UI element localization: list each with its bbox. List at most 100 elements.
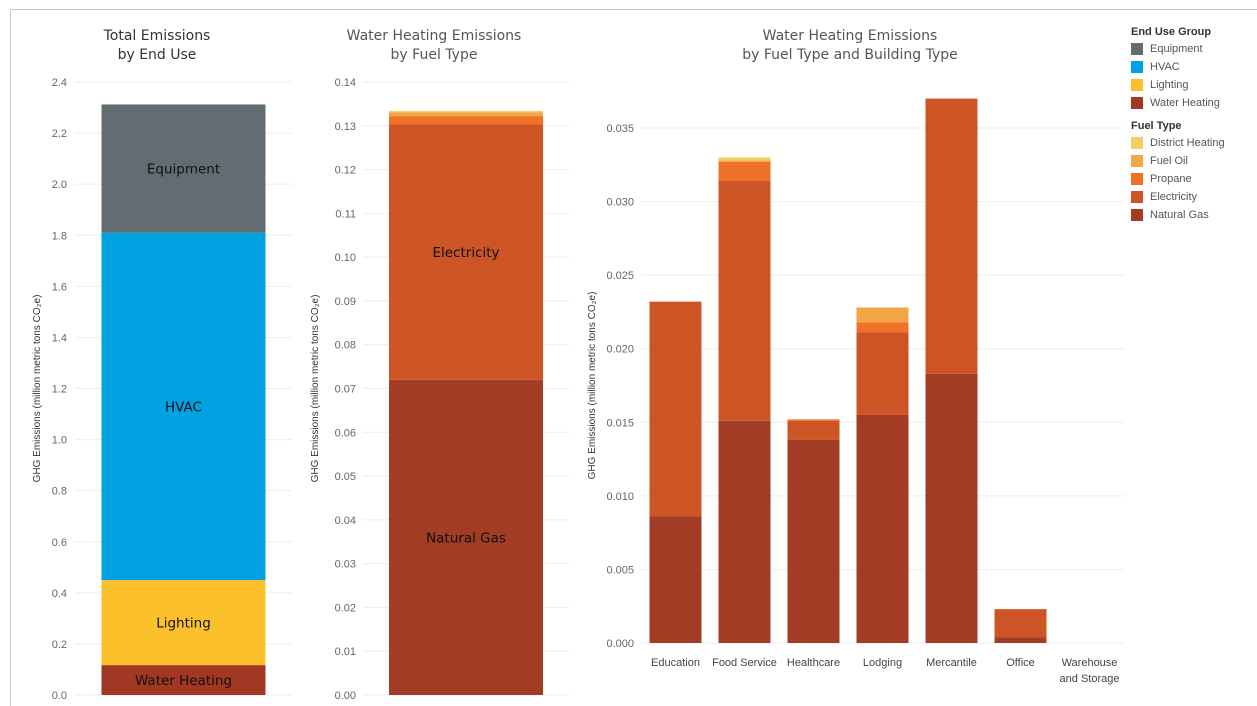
legend-item-natural-gas[interactable]: Natural Gas bbox=[1131, 206, 1253, 224]
y-tick-label: 1.6 bbox=[52, 281, 67, 293]
chart-title: by Fuel Type bbox=[391, 47, 478, 63]
y-tick-label: 0.06 bbox=[335, 427, 356, 439]
bar-segment-electricity bbox=[856, 332, 909, 415]
legend-label: Equipment bbox=[1150, 43, 1203, 55]
legend-label: Lighting bbox=[1150, 79, 1189, 91]
y-tick-label: 1.8 bbox=[52, 230, 67, 242]
x-tick-label: Lodging bbox=[863, 657, 902, 669]
y-tick-label: 0.14 bbox=[335, 77, 356, 89]
bar-segment-fuel-oil bbox=[389, 112, 543, 117]
legend-item-lighting[interactable]: Lighting bbox=[1131, 76, 1253, 94]
bar-segment-electricity bbox=[994, 609, 1047, 638]
y-tick-label: 2.0 bbox=[52, 179, 67, 191]
y-tick-label: 1.0 bbox=[52, 435, 67, 447]
x-tick-label: Mercantile bbox=[926, 657, 977, 669]
y-tick-label: 1.2 bbox=[52, 384, 67, 396]
bar-segment-fuel-oil bbox=[718, 160, 771, 162]
legend-swatch bbox=[1131, 155, 1143, 167]
y-axis-label: GHG Emissions (million metric tons CO₂e) bbox=[32, 295, 43, 483]
legend-label: Electricity bbox=[1150, 191, 1198, 203]
y-tick-label: 0.8 bbox=[52, 486, 67, 498]
bar-segment-district-heating bbox=[718, 157, 771, 161]
legend-swatch bbox=[1131, 137, 1143, 149]
legend-item-propane[interactable]: Propane bbox=[1131, 170, 1253, 188]
y-tick-label: 0.03 bbox=[335, 559, 356, 571]
bar-segment-fuel-oil bbox=[856, 307, 909, 323]
y-tick-label: 0.010 bbox=[606, 491, 634, 503]
x-tick-label: Warehouse bbox=[1062, 657, 1118, 669]
data-label: Lighting bbox=[156, 616, 211, 632]
legend-item-district-heating[interactable]: District Heating bbox=[1131, 134, 1253, 152]
x-tick-label: Healthcare bbox=[787, 657, 840, 669]
legend-swatch bbox=[1131, 209, 1143, 221]
bar-segment-natural-gas bbox=[718, 420, 771, 643]
y-tick-label: 0.08 bbox=[335, 340, 356, 352]
x-tick-label: Food Service bbox=[712, 657, 777, 669]
bar-segment-hvac bbox=[101, 232, 266, 581]
bar-segment-electricity bbox=[389, 124, 543, 380]
y-tick-label: 0.6 bbox=[52, 537, 67, 549]
bar-segment-electricity bbox=[718, 180, 771, 421]
y-axis-label: GHG Emissions (million metric tons CO₂e) bbox=[310, 295, 321, 483]
legend: End Use Group Equipment HVAC Lighting Wa… bbox=[1131, 24, 1253, 224]
bar-segment-propane bbox=[389, 116, 543, 125]
bar-segment-propane bbox=[787, 419, 840, 421]
bar-segment-district-heating bbox=[389, 110, 543, 113]
y-tick-label: 0.020 bbox=[606, 344, 634, 356]
data-label: Natural Gas bbox=[426, 530, 506, 546]
x-tick-label: Office bbox=[1006, 657, 1035, 669]
chart-title: by Fuel Type and Building Type bbox=[742, 47, 958, 63]
legend-title-fuel-type: Fuel Type bbox=[1131, 120, 1182, 132]
y-tick-label: 0.030 bbox=[606, 197, 634, 209]
x-tick-label: and Storage bbox=[1060, 673, 1120, 685]
y-tick-label: 0.11 bbox=[335, 208, 356, 220]
legend-item-equipment[interactable]: Equipment bbox=[1131, 40, 1253, 58]
data-label: Electricity bbox=[432, 245, 499, 261]
bar-segment-natural-gas bbox=[925, 373, 978, 643]
legend-swatch bbox=[1131, 191, 1143, 203]
y-tick-label: 0.00 bbox=[335, 690, 356, 702]
bar-segment-natural-gas bbox=[649, 516, 702, 643]
legend-label: Water Heating bbox=[1150, 97, 1220, 109]
bar-segment-electricity bbox=[925, 98, 978, 374]
legend-title-end-use: End Use Group bbox=[1131, 26, 1212, 38]
y-tick-label: 0.07 bbox=[335, 384, 356, 396]
y-tick-label: 0.2 bbox=[52, 639, 67, 651]
y-tick-label: 0.02 bbox=[335, 602, 356, 614]
chart-2: Water Heating Emissions by Fuel Type 0.00 0… bbox=[310, 28, 569, 702]
bar-segment-water-heating bbox=[101, 665, 266, 695]
legend-item-hvac[interactable]: HVAC bbox=[1131, 58, 1253, 76]
frame-left-border bbox=[10, 9, 11, 706]
y-tick-label: 0.05 bbox=[335, 471, 356, 483]
y-tick-label: 1.4 bbox=[52, 332, 67, 344]
bar-segment-natural-gas bbox=[856, 414, 909, 643]
chart-title: Water Heating Emissions bbox=[347, 28, 522, 44]
y-tick-label: 0.12 bbox=[335, 165, 356, 177]
chart-1: Total Emissions by End Use 0.0 0.2 0.4 0.6 0.8… bbox=[32, 28, 292, 702]
bar-segment-natural-gas bbox=[389, 379, 543, 695]
legend-item-fuel-oil[interactable]: Fuel Oil bbox=[1131, 152, 1253, 170]
legend-label: HVAC bbox=[1150, 61, 1180, 73]
y-tick-label: 0.015 bbox=[606, 417, 634, 429]
y-tick-label: 0.04 bbox=[335, 515, 356, 527]
y-tick-label: 0.13 bbox=[335, 121, 356, 133]
frame-top-border bbox=[10, 9, 1257, 10]
data-label: Equipment bbox=[147, 162, 220, 178]
y-tick-label: 0.000 bbox=[606, 638, 634, 650]
chart-title: Water Heating Emissions bbox=[763, 28, 938, 44]
legend-label: Propane bbox=[1150, 173, 1192, 185]
bar-segment-electricity bbox=[649, 301, 702, 517]
bar-segment-natural-gas bbox=[787, 439, 840, 643]
legend-item-water-heating[interactable]: Water Heating bbox=[1131, 94, 1253, 112]
y-tick-label: 0.10 bbox=[335, 252, 356, 264]
y-tick-label: 0.4 bbox=[52, 588, 67, 600]
x-tick-label: Education bbox=[651, 657, 700, 669]
bar-segment-equipment bbox=[101, 104, 266, 233]
legend-label: District Heating bbox=[1150, 137, 1225, 149]
bar-segment-propane bbox=[856, 322, 909, 333]
chart-title: Total Emissions bbox=[103, 28, 211, 44]
bar-segment-lighting bbox=[101, 580, 266, 666]
legend-item-electricity[interactable]: Electricity bbox=[1131, 188, 1253, 206]
chart-title: by End Use bbox=[118, 47, 197, 63]
y-tick-label: 0.005 bbox=[606, 564, 634, 576]
